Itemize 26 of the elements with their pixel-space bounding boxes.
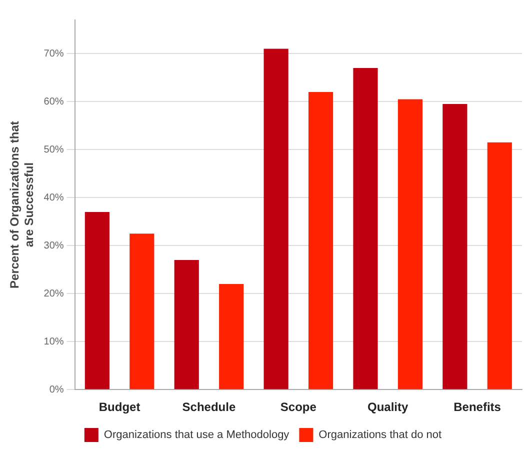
bar [487, 142, 512, 390]
y-tick-label: 10% [44, 336, 64, 348]
bar [174, 260, 199, 390]
bar [84, 212, 110, 390]
bar [398, 99, 422, 390]
y-tick-label: 50% [44, 144, 64, 156]
y-tick-label: 40% [44, 192, 64, 204]
y-axis-title: Percent of Organizations that are Successful [8, 121, 36, 288]
x-tick-label: Schedule [182, 400, 236, 414]
bar [442, 104, 468, 390]
y-tick-label: 60% [44, 96, 64, 108]
x-tick-label: Scope [280, 400, 317, 414]
x-tick-label: Benefits [454, 400, 502, 414]
y-tick-label: 30% [44, 240, 64, 252]
bar [219, 284, 244, 390]
legend-label: Organizations that use a Methodology [104, 429, 290, 442]
x-tick-label: Quality [368, 400, 409, 414]
bar [308, 92, 334, 390]
y-tick-label: 20% [44, 288, 64, 300]
bar [130, 234, 154, 390]
bar [353, 68, 378, 390]
bar [264, 48, 288, 390]
y-tick-label: 0% [49, 384, 64, 396]
x-tick-label: Budget [98, 400, 140, 414]
legend-label: Organizations that do not [318, 429, 442, 442]
y-tick-label: 70% [44, 48, 64, 60]
